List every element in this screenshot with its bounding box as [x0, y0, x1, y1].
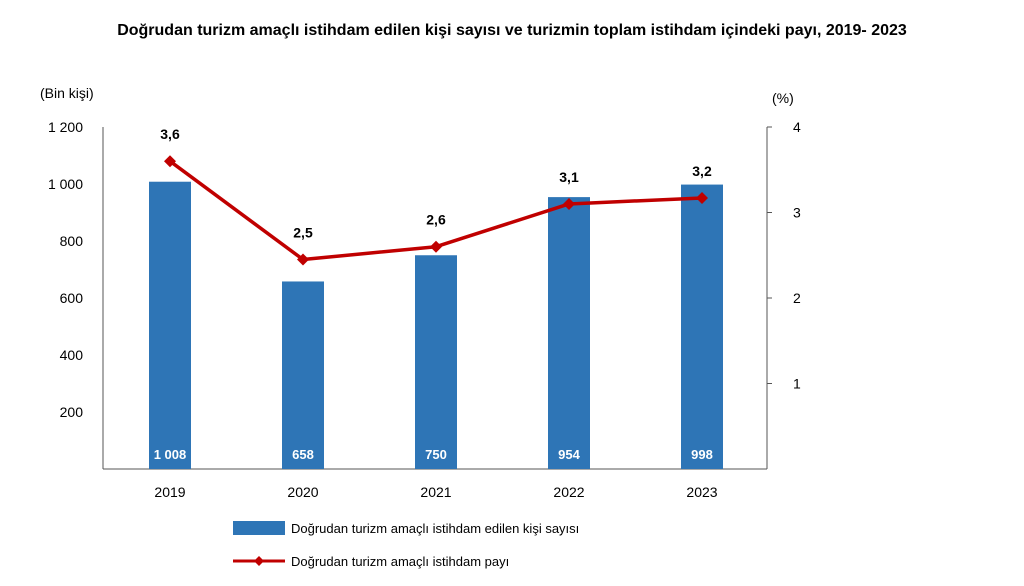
x-tick-label: 2019	[154, 484, 185, 500]
line-point	[297, 253, 309, 266]
bar-series: 1 008 658 750 954 998	[149, 181, 723, 470]
legend-line-marker	[254, 556, 264, 566]
bar-value-label: 1 008	[154, 447, 187, 462]
left-tick-label: 1 000	[48, 176, 83, 192]
left-axis-label: (Bin kişi)	[40, 85, 94, 101]
legend: Doğrudan turizm amaçlı istihdam edilen k…	[233, 521, 579, 569]
bar	[282, 281, 324, 469]
bar-value-label: 750	[425, 447, 447, 462]
right-tick-label: 3	[793, 205, 801, 221]
bar-value-label: 998	[691, 447, 713, 462]
right-tick-label: 4	[793, 119, 801, 135]
line-value-label: 3,1	[559, 169, 579, 185]
line-value-label: 2,5	[293, 225, 313, 241]
line-value-label: 3,6	[160, 126, 180, 142]
left-tick-label: 200	[60, 404, 84, 420]
bar-value-label: 954	[558, 447, 580, 462]
x-tick-label: 2022	[553, 484, 584, 500]
right-tick-label: 1	[793, 376, 801, 392]
line-value-label: 2,6	[426, 212, 446, 228]
line-series: 3,6 2,5 2,6 3,1 3,2	[160, 126, 712, 266]
bar	[149, 181, 191, 469]
x-tick-label: 2021	[420, 484, 451, 500]
bar	[415, 255, 457, 469]
line-point	[696, 191, 708, 204]
line-point	[563, 197, 575, 210]
legend-line-label: Doğrudan turizm amaçlı istihdam payı	[291, 554, 509, 569]
legend-bar-label: Doğrudan turizm amaçlı istihdam edilen k…	[291, 521, 579, 536]
left-tick-label: 800	[60, 233, 84, 249]
left-tick-label: 600	[60, 290, 84, 306]
line-point	[430, 240, 442, 253]
bar	[548, 197, 590, 470]
left-tick-label: 400	[60, 347, 84, 363]
line-point	[164, 155, 176, 168]
line-value-label: 3,2	[692, 163, 712, 179]
chart-title: Doğrudan turizm amaçlı istihdam edilen k…	[117, 22, 907, 39]
bar-value-label: 658	[292, 447, 314, 462]
right-axis-label: (%)	[772, 90, 794, 106]
chart-axes: 200 400 600 800 1 000 1 200 1 2 3 4 2019 2020 2021 20…	[48, 119, 801, 500]
x-tick-label: 2020	[287, 484, 318, 500]
bar	[681, 184, 723, 469]
left-tick-label: 1 200	[48, 119, 83, 135]
legend-bar-swatch	[233, 521, 285, 535]
x-tick-label: 2023	[686, 484, 717, 500]
right-tick-label: 2	[793, 290, 801, 306]
